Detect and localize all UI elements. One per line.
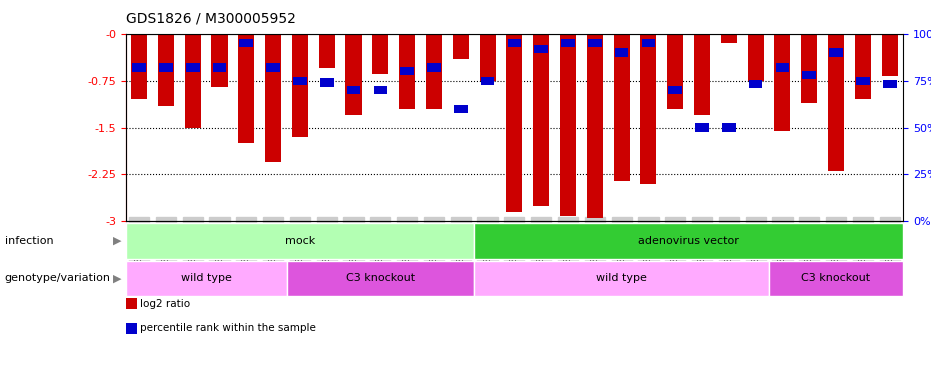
Bar xyxy=(479,34,495,81)
Bar xyxy=(399,34,415,109)
Bar xyxy=(266,63,280,72)
Bar xyxy=(480,76,494,85)
Bar xyxy=(186,63,199,72)
Bar xyxy=(292,34,308,137)
Bar xyxy=(131,34,147,99)
Text: C3 knockout: C3 knockout xyxy=(802,273,870,284)
Text: mock: mock xyxy=(285,236,315,246)
Bar xyxy=(587,34,603,218)
Bar xyxy=(265,34,281,162)
Bar xyxy=(158,34,174,106)
Bar xyxy=(293,76,306,85)
Bar xyxy=(534,45,548,53)
Bar xyxy=(211,34,227,87)
Text: genotype/variation: genotype/variation xyxy=(5,273,111,284)
Text: wild type: wild type xyxy=(181,273,232,284)
Bar xyxy=(345,34,361,115)
Bar xyxy=(722,123,735,132)
Bar xyxy=(454,105,467,113)
Bar xyxy=(427,63,440,72)
Bar xyxy=(802,34,817,102)
Bar xyxy=(452,34,469,59)
Bar xyxy=(803,71,816,79)
Bar xyxy=(346,86,360,94)
Text: GDS1826 / M300005952: GDS1826 / M300005952 xyxy=(126,11,295,25)
Bar xyxy=(641,39,655,47)
Bar xyxy=(776,63,789,72)
Bar xyxy=(212,63,226,72)
Bar xyxy=(507,39,521,47)
Text: ▶: ▶ xyxy=(113,273,121,284)
Bar xyxy=(318,34,335,68)
Bar xyxy=(184,34,201,128)
Bar xyxy=(748,34,763,81)
Text: percentile rank within the sample: percentile rank within the sample xyxy=(140,323,316,333)
Bar xyxy=(560,34,576,216)
Bar xyxy=(132,63,146,72)
Bar xyxy=(425,34,442,109)
Bar xyxy=(749,80,762,88)
Bar xyxy=(695,123,708,132)
Bar xyxy=(239,39,253,47)
Text: infection: infection xyxy=(5,236,53,246)
Bar xyxy=(159,63,173,72)
Text: log2 ratio: log2 ratio xyxy=(140,299,190,309)
Bar xyxy=(533,34,549,206)
Bar xyxy=(668,86,682,94)
Bar xyxy=(372,34,388,74)
Bar xyxy=(373,86,387,94)
Bar xyxy=(668,34,683,109)
Bar xyxy=(830,48,843,57)
Bar xyxy=(614,48,628,57)
Bar xyxy=(856,76,870,85)
Bar xyxy=(588,39,601,47)
Bar xyxy=(855,34,870,99)
Bar xyxy=(561,39,574,47)
Bar xyxy=(828,34,844,171)
Bar xyxy=(238,34,254,143)
Bar xyxy=(614,34,629,181)
Bar xyxy=(641,34,656,184)
Bar xyxy=(882,34,897,76)
Bar xyxy=(721,34,736,43)
Bar xyxy=(320,78,333,87)
Bar xyxy=(694,34,710,115)
Text: wild type: wild type xyxy=(596,273,647,284)
Bar xyxy=(506,34,522,212)
Bar xyxy=(883,80,897,88)
Text: ▶: ▶ xyxy=(113,236,121,246)
Text: adenovirus vector: adenovirus vector xyxy=(638,236,739,246)
Bar xyxy=(775,34,790,130)
Bar xyxy=(400,67,414,75)
Text: C3 knockout: C3 knockout xyxy=(345,273,415,284)
